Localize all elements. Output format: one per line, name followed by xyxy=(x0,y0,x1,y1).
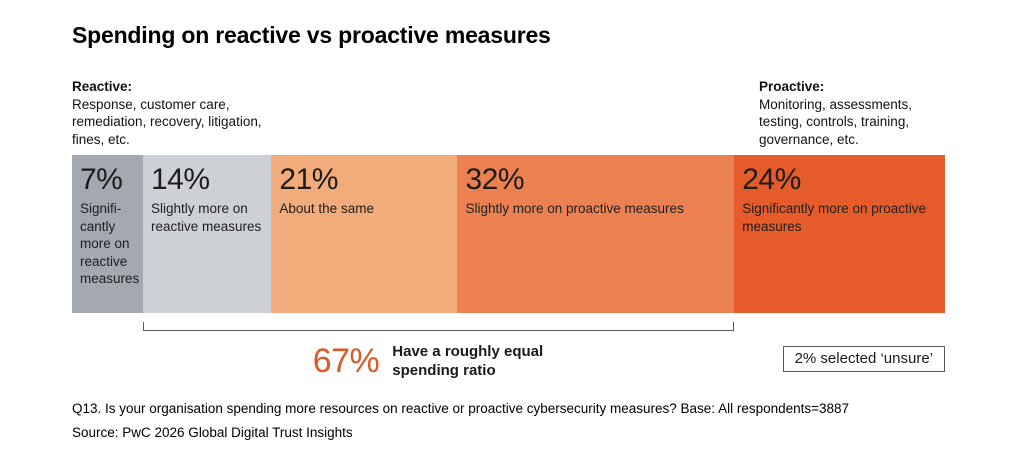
report-page: Spending on reactive vs proactive measur… xyxy=(72,22,945,445)
segment-percent-label: 24% xyxy=(742,163,801,196)
proactive-legend: Proactive: Monitoring, assessments, test… xyxy=(759,78,945,148)
segment-percent-label: 21% xyxy=(279,163,338,196)
page-title: Spending on reactive vs proactive measur… xyxy=(72,22,551,48)
bracket-area: 67% Have a roughly equal spending ratio … xyxy=(72,313,945,397)
reactive-legend: Reactive: Response, customer care, remed… xyxy=(72,78,272,148)
footnote-question: Q13. Is your organisation spending more … xyxy=(72,401,850,416)
footnote: Q13. Is your organisation spending more … xyxy=(72,397,945,445)
segment-description: Significantly more on proactive measures xyxy=(742,201,927,234)
annotation-caption: Have a roughly equal spending ratio xyxy=(392,343,544,379)
segment-description: About the same xyxy=(279,201,374,216)
segment-description: Slightly more on proactive measures xyxy=(465,201,684,216)
bar-segment: 32% Slightly more on proactive measures xyxy=(457,155,735,313)
bracket xyxy=(143,322,734,331)
legend-row: Reactive: Response, customer care, remed… xyxy=(72,78,945,148)
bar-segment: 14% Slightly more on reactive measures xyxy=(143,155,272,313)
footnote-source: Source: PwC 2026 Global Digital Trust In… xyxy=(72,425,353,440)
bar-segment: 7% Signifi-cantly more on reactive measur… xyxy=(72,155,143,313)
proactive-legend-heading: Proactive: xyxy=(759,79,825,94)
bracket-annotation: 67% Have a roughly equal spending ratio xyxy=(313,342,565,380)
unsure-note: 2% selected ‘unsure’ xyxy=(782,346,945,372)
reactive-legend-description: Response, customer care, remediation, re… xyxy=(72,96,262,147)
bar-segment: 24% Significantly more on proactive measu… xyxy=(734,155,945,313)
segment-description: Slightly more on reactive measures xyxy=(151,201,262,234)
segment-percent-label: 32% xyxy=(465,163,525,196)
annotation-percent: 67% xyxy=(312,342,380,380)
segment-percent-label: 14% xyxy=(151,163,210,196)
proactive-legend-description: Monitoring, assessments, testing, contro… xyxy=(759,96,913,147)
segment-description: Signifi-cantly more on reactive measures xyxy=(80,201,140,286)
bar-segment: 21% About the same xyxy=(271,155,458,313)
segment-percent-label: 7% xyxy=(80,163,123,196)
reactive-legend-heading: Reactive: xyxy=(72,79,133,94)
stacked-bar: 7% Signifi-cantly more on reactive measur… xyxy=(72,155,945,313)
